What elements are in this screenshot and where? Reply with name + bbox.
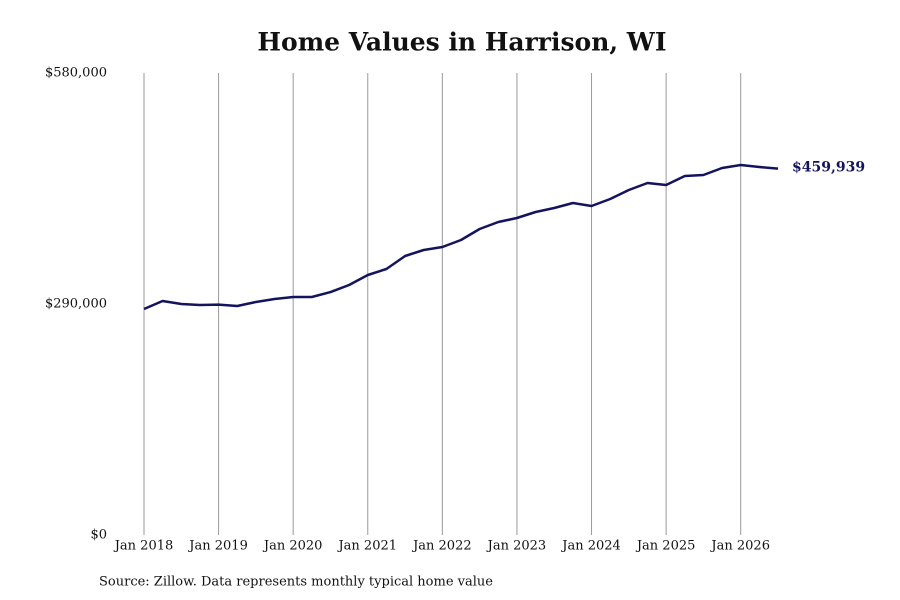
x-tick-label: Jan 2024 [560,539,621,554]
x-tick-label: Jan 2025 [635,539,696,554]
y-tick-label: $0 [90,528,107,543]
line-series [143,163,779,311]
x-tick-label: Jan 2023 [486,539,547,554]
x-tick-label: Jan 2022 [411,539,472,554]
y-tick-label: $580,000 [45,66,107,81]
source-note: Source: Zillow. Data represents monthly … [99,575,493,590]
x-tick-label: Jan 2021 [336,539,397,554]
chart-title: Home Values in Harrison, WI [257,28,666,57]
x-tick-label: Jan 2018 [113,539,174,554]
x-tick-label: Jan 2020 [262,539,323,554]
x-tick-label: Jan 2019 [187,539,248,554]
x-tick-label: Jan 2026 [709,539,770,554]
y-tick-label: $290,000 [45,297,107,312]
value-label: $459,939 [792,160,865,176]
